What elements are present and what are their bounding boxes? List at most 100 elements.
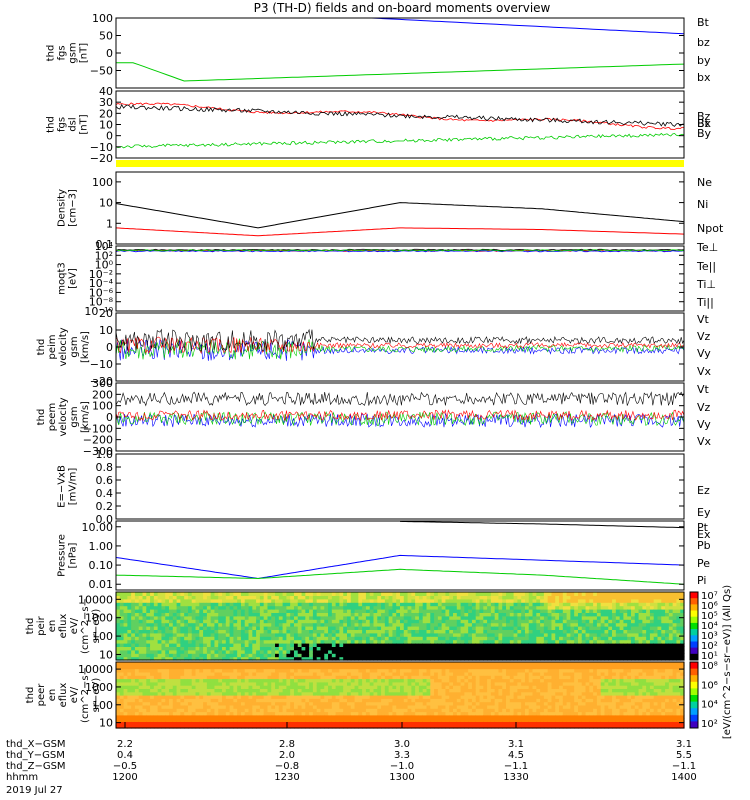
- spectrogram-cell: [244, 622, 250, 627]
- spectrogram-cell: [354, 721, 359, 726]
- spectrogram-cell: [403, 629, 409, 634]
- spectrogram-cell: [324, 632, 329, 637]
- spectrogram-cell: [513, 632, 518, 637]
- spectrogram-cell: [373, 678, 378, 683]
- spectrogram-cell: [358, 718, 363, 722]
- spectrogram-cell: [293, 622, 299, 627]
- spectrogram-cell: [570, 595, 575, 600]
- spectrogram-cell: [297, 711, 303, 716]
- spectrogram-cell: [665, 646, 670, 651]
- spectrogram-cell: [263, 649, 269, 654]
- spectrogram-cell: [229, 626, 234, 630]
- spectrogram-cell: [324, 665, 329, 670]
- spectrogram-cell: [540, 639, 545, 644]
- spectrogram-cell: [127, 714, 132, 719]
- spectrogram-cell: [309, 656, 314, 661]
- spectrogram-cell: [203, 619, 208, 624]
- y-axis-label: fgs: [57, 45, 68, 60]
- spectrogram-cell: [237, 665, 242, 670]
- spectrogram-cell: [248, 632, 253, 637]
- spectrogram-cell: [479, 598, 484, 603]
- spectrogram-cell: [381, 718, 386, 722]
- spectrogram-cell: [259, 656, 265, 661]
- spectrogram-cell: [286, 668, 291, 673]
- spectrogram-cell: [142, 636, 147, 641]
- spectrogram-cell: [358, 675, 363, 680]
- spectrogram-cell: [267, 609, 272, 613]
- spectrogram-cell: [422, 609, 428, 613]
- spectrogram-cell: [407, 685, 412, 689]
- spectrogram-cell: [449, 646, 454, 651]
- spectrogram-cell: [445, 612, 450, 617]
- spectrogram-cell: [191, 609, 197, 613]
- spectrogram-cell: [369, 605, 375, 610]
- spectrogram-cell: [403, 643, 409, 647]
- spectrogram-cell: [172, 619, 178, 624]
- spectrogram-cell: [176, 662, 181, 666]
- spectrogram-cell: [346, 681, 352, 686]
- spectrogram-cell: [157, 685, 163, 689]
- spectrogram-cell: [661, 612, 666, 617]
- spectrogram-cell: [494, 605, 500, 610]
- spectrogram-cell: [400, 626, 405, 630]
- spectrogram-cell: [536, 636, 541, 641]
- spectrogram-cell: [445, 592, 450, 596]
- spectrogram-cell: [388, 643, 394, 647]
- ne-line: [115, 227, 685, 237]
- spectrogram-cell: [244, 653, 250, 658]
- spectrogram-cell: [275, 678, 280, 683]
- spectrogram-cell: [468, 619, 473, 624]
- y-axis-label: peir: [36, 615, 47, 635]
- spectrogram-cell: [377, 662, 382, 666]
- spectrogram-cell: [259, 675, 265, 680]
- spectrogram-cell: [225, 622, 231, 627]
- spectrogram-cell: [320, 698, 325, 703]
- spectrogram-cell: [206, 691, 212, 696]
- y-tick-label: 100: [92, 630, 113, 643]
- spectrogram-cell: [191, 595, 197, 600]
- spectrogram-cell: [559, 629, 564, 634]
- spectrogram-cell: [449, 615, 454, 620]
- spectrogram-cell: [343, 639, 348, 644]
- spectrogram-cell: [358, 708, 363, 713]
- spectrogram-cell: [638, 602, 643, 607]
- spectrogram-cell: [388, 639, 394, 644]
- spectrogram-cell: [407, 653, 412, 658]
- spectrogram-cell: [339, 636, 344, 641]
- spectrogram-cell: [547, 619, 553, 624]
- spectrogram-cell: [316, 695, 322, 699]
- spectrogram-cell: [282, 714, 287, 719]
- spectrogram-cell: [206, 656, 212, 661]
- spectrogram-cell: [305, 711, 310, 716]
- spectrogram-cell: [634, 605, 640, 610]
- spectrogram-cell: [150, 718, 155, 722]
- spectrogram-cell: [290, 665, 295, 670]
- spectrogram-cell: [244, 671, 250, 676]
- spectrogram-cell: [293, 632, 299, 637]
- spectrogram-cell: [596, 598, 602, 603]
- spectrogram-cell: [490, 595, 496, 600]
- spectrogram-cell: [146, 711, 151, 716]
- spectrogram-cell: [286, 691, 291, 696]
- spectrogram-cell: [282, 662, 287, 666]
- spectrogram-cell: [657, 615, 662, 620]
- spectrogram-cell: [543, 609, 549, 613]
- spectrogram-cell: [623, 646, 628, 651]
- y-axis-label: [nT]: [79, 114, 90, 134]
- spectrogram-cell: [203, 704, 208, 709]
- spectrogram-cell: [134, 615, 140, 620]
- spectrogram-cell: [547, 639, 553, 644]
- spectrogram-cell: [222, 698, 227, 703]
- spectrogram-cell: [316, 602, 322, 607]
- spectrogram-cell: [252, 665, 257, 670]
- spectrogram-cell: [142, 622, 147, 627]
- spectrogram-cell: [346, 721, 352, 726]
- spectrogram-cell: [256, 688, 261, 693]
- spectrogram-cell: [180, 619, 185, 624]
- spectrogram-cell: [237, 649, 242, 654]
- spectrogram-cell: [339, 653, 344, 658]
- spectrogram-cell: [437, 598, 443, 603]
- spectrogram-cell: [191, 605, 197, 610]
- spectrogram-cell: [297, 629, 303, 634]
- spectrogram-cell: [562, 619, 568, 624]
